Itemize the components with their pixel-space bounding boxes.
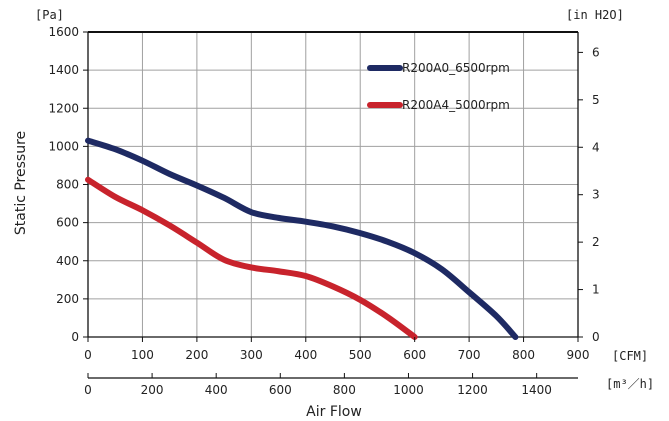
x-tick-label: 800 bbox=[512, 348, 535, 362]
x-tick-label: 900 bbox=[567, 348, 590, 362]
x2-tick-label: 1000 bbox=[393, 383, 424, 397]
series-layer bbox=[85, 137, 519, 340]
y2-tick-label: 1 bbox=[592, 283, 600, 297]
x-unit-label: [CFM] bbox=[612, 349, 648, 363]
y2-tick-label: 4 bbox=[592, 140, 600, 154]
y-tick-label: 400 bbox=[56, 254, 79, 268]
x-tick-label: 600 bbox=[403, 348, 426, 362]
x2-tick-label: 800 bbox=[333, 383, 356, 397]
y2-unit-label: [in H2O] bbox=[566, 8, 624, 22]
x-tick-label: 200 bbox=[185, 348, 208, 362]
x2-tick-label: 600 bbox=[269, 383, 292, 397]
y-tick-label: 1000 bbox=[48, 139, 79, 153]
x-tick-label: 700 bbox=[458, 348, 481, 362]
x2-tick-label: 1400 bbox=[521, 383, 552, 397]
series-line-0 bbox=[85, 137, 519, 340]
y2-tick-label: 6 bbox=[592, 45, 600, 59]
y-tick-label: 800 bbox=[56, 178, 79, 192]
legend-label-0: R200A0_6500rpm bbox=[402, 61, 510, 75]
x2-tick-label: 200 bbox=[141, 383, 164, 397]
y2-tick-label: 0 bbox=[592, 330, 600, 344]
x2-tick-label: 0 bbox=[84, 383, 92, 397]
x2-tick-label: 1200 bbox=[457, 383, 488, 397]
x-axis-title: Air Flow bbox=[306, 404, 362, 420]
legend-label-1: R200A4_5000rpm bbox=[402, 98, 510, 112]
y-tick-label: 600 bbox=[56, 216, 79, 230]
y2-tick-label: 3 bbox=[592, 188, 600, 202]
x-tick-label: 500 bbox=[349, 348, 372, 362]
x-tick-label: 100 bbox=[131, 348, 154, 362]
y2-tick-label: 5 bbox=[592, 93, 600, 107]
series-line-1 bbox=[85, 176, 418, 340]
y-tick-label: 1400 bbox=[48, 63, 79, 77]
y-tick-label: 1200 bbox=[48, 101, 79, 115]
y-tick-label: 1600 bbox=[48, 25, 79, 39]
x-tick-label: 0 bbox=[84, 348, 92, 362]
x-tick-label: 400 bbox=[294, 348, 317, 362]
y-axis-title: Static Pressure bbox=[13, 131, 29, 235]
y-tick-label: 0 bbox=[71, 330, 79, 344]
y-unit-label: [Pa] bbox=[35, 8, 64, 22]
x2-tick-label: 400 bbox=[205, 383, 228, 397]
legend: R200A0_6500rpm R200A4_5000rpm bbox=[367, 61, 510, 112]
x2-unit-label: [m³／h] bbox=[606, 377, 654, 391]
y2-tick-label: 2 bbox=[592, 235, 600, 249]
x-tick-label: 300 bbox=[240, 348, 263, 362]
y-tick-label: 200 bbox=[56, 292, 79, 306]
